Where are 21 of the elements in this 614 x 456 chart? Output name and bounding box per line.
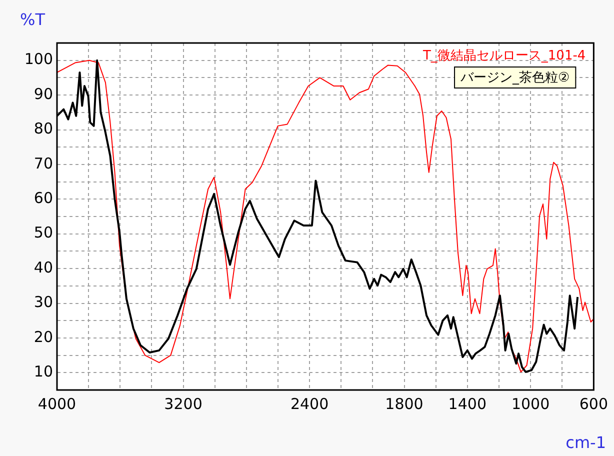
x-tick-label: 600 xyxy=(579,394,608,413)
y-tick-label: 70 xyxy=(34,154,53,172)
x-tick-label: 1400 xyxy=(448,394,486,413)
text: バージン_茶色粒② xyxy=(460,70,570,86)
series-label: T_微結晶セルロース_101-4 xyxy=(422,48,586,64)
x-tick-label: 1800 xyxy=(385,394,424,413)
y-tick-label: 20 xyxy=(34,328,53,346)
y-tick-label: 90 xyxy=(34,84,53,103)
x-tick-label: 4000 xyxy=(38,394,76,413)
y-tick-label: 50 xyxy=(34,224,53,242)
y-axis-title: %T xyxy=(20,10,46,30)
y-tick-label: 80 xyxy=(34,120,53,138)
y-tick-label: 60 xyxy=(34,189,53,208)
x-tick-label: 3200 xyxy=(164,394,202,413)
y-tick-label: 10 xyxy=(34,362,53,381)
y-tick-label: 40 xyxy=(34,258,53,276)
x-tick-label: 2400 xyxy=(290,394,329,413)
y-tick-label: 100 xyxy=(24,50,53,68)
x-tick-label: 1000 xyxy=(511,394,550,413)
x-axis-title: cm-1 xyxy=(566,433,606,452)
y-tick-label: 30 xyxy=(34,293,53,312)
